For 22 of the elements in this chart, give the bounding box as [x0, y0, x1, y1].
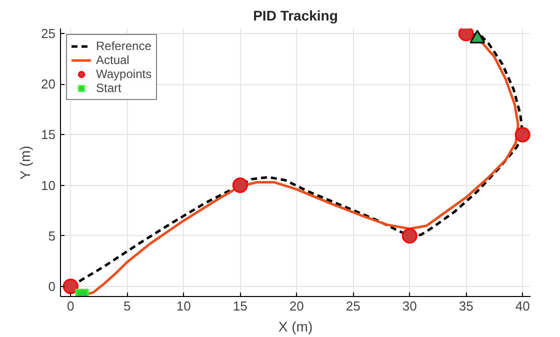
legend-label: Start — [96, 81, 122, 95]
y-tick-label: 5 — [48, 228, 56, 244]
y-tick-label: 10 — [41, 178, 56, 193]
x-tick-label: 35 — [458, 298, 474, 314]
x-tick-label: 30 — [402, 298, 417, 314]
x-tick-label: 25 — [346, 298, 360, 314]
x-tick-label: 0 — [67, 298, 74, 314]
x-tick-label: 15 — [232, 298, 248, 314]
y-tick-label: 15 — [41, 127, 56, 142]
x-tick-label: 5 — [124, 298, 131, 314]
chart-title: PID Tracking — [253, 8, 338, 24]
y-tick-label: 25 — [41, 26, 56, 42]
x-axis-title: X (m) — [278, 318, 313, 334]
x-tick-label: 40 — [515, 298, 530, 314]
legend-label: Waypoints — [96, 67, 152, 81]
x-tick-label: 10 — [176, 298, 191, 314]
legend-label: Reference — [96, 39, 152, 53]
y-tick-label: 0 — [48, 278, 56, 294]
y-tick-label: 20 — [41, 76, 56, 92]
y-axis-title: Y (m) — [17, 146, 34, 180]
legend-label: Actual — [96, 53, 130, 67]
x-tick-label: 20 — [289, 298, 304, 314]
